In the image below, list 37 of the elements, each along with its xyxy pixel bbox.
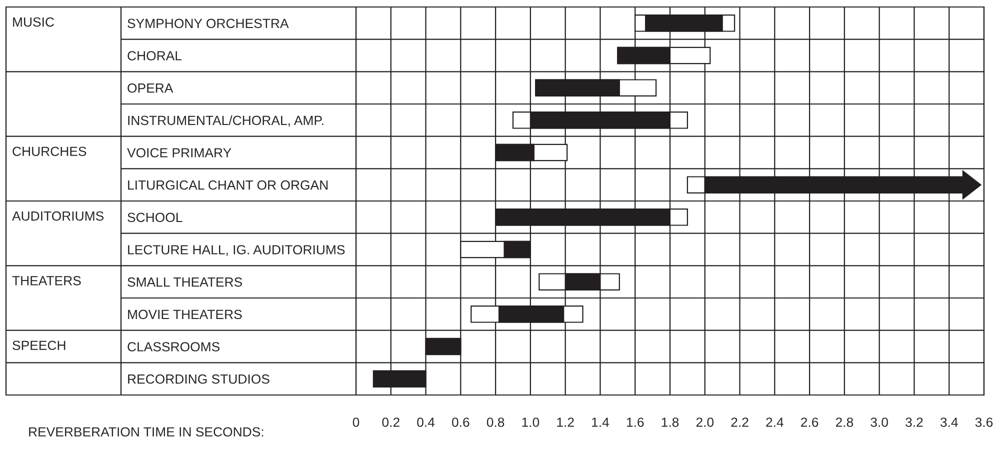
x-tick-label: 0 — [352, 418, 360, 427]
y-tick-label: INSTRUMENTAL/CHORAL, AMP. — [128, 115, 324, 127]
x-tick-label: 3.0 — [870, 418, 888, 427]
x-tick-label: 0.8 — [486, 418, 504, 427]
text: SPEECH — [12, 340, 66, 350]
y-tick-label: RECORDING STUDIOS — [128, 374, 270, 384]
x-tick-label: 0.2 — [382, 418, 400, 427]
x-tick-label: 3.2 — [906, 418, 923, 427]
y-tick-label: LECTURE HALL, IG. AUDITORIUMS — [128, 245, 345, 256]
x-tick-label: 2.6 — [801, 418, 818, 427]
text: THEATERS — [12, 276, 81, 286]
y-tick-label: SCHOOL — [128, 212, 182, 222]
x-tick-label: 0.4 — [417, 418, 435, 427]
x-tick-label: 1.8 — [662, 418, 679, 427]
x-tick-label: 3.6 — [975, 418, 993, 427]
y-tick-label: SMALL THEATERS — [128, 277, 242, 287]
y-tick-label: MOVIE THEATERS — [128, 310, 242, 320]
x-tick-label: 2.0 — [696, 418, 714, 427]
y-tick-label: VOICE PRIMARY — [127, 148, 232, 158]
y-tick-label: SYMPHONY ORCHESTRA — [128, 18, 289, 28]
y-tick-label: LITURGICAL CHANT OR ORGAN — [128, 180, 328, 190]
y-tick-label: CHORAL — [128, 51, 182, 60]
text: AUDITORIUMS — [12, 211, 104, 221]
x-tick-label: 2.4 — [766, 418, 784, 427]
x-tick-label: 1.6 — [626, 418, 644, 427]
x-tick-label: 1.2 — [557, 418, 574, 427]
x-axis-title: REVERBERATION TIME IN SECONDS: — [29, 427, 264, 437]
x-tick-label: 1.0 — [522, 418, 540, 427]
x-tick-label: 2.2 — [731, 418, 748, 427]
x-tick-label: 0.6 — [452, 418, 470, 427]
y-tick-label: CLASSROOMS — [128, 342, 220, 352]
y-tick-label: OPERA — [128, 83, 174, 93]
x-tick-label: 3.4 — [940, 418, 958, 427]
x-tick-label: 2.8 — [836, 418, 854, 427]
text: MUSIC — [13, 17, 54, 27]
text: CHURCHES — [12, 146, 86, 156]
x-tick-label: 1.4 — [592, 418, 610, 427]
